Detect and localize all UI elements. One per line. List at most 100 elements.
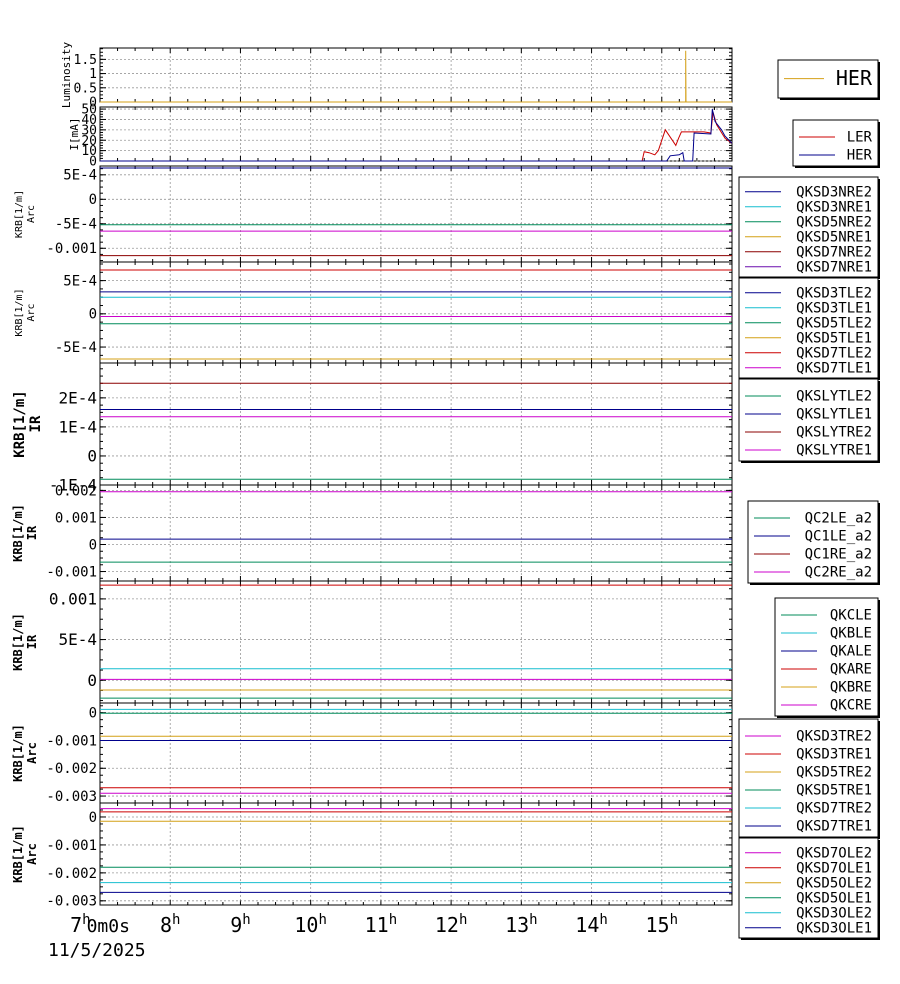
legend-label: QKSD5OLE1 [796,890,872,906]
legend-box [738,378,879,462]
y-tick-label: 0 [89,706,97,722]
legend-label: QKSD7TRE1 [796,819,872,835]
legend-label: QKSD3OLE1 [796,920,872,936]
y-tick-label: -0.002 [46,761,97,777]
y-axis-label: KRB[1/m] [11,825,25,883]
y-tick-label: 0 [89,537,97,553]
y-tick-label: 0 [87,447,97,466]
legend-label: QKSD7TLE1 [796,360,872,376]
y-tick-label: 0 [87,671,97,690]
legend-label: QKSLYTLE2 [796,389,872,405]
legend-label: QKSD3TLE2 [796,285,872,301]
legend-ir2: QC2LE_a2 QC1LE_a2 QC1RE_a2 QC2RE_a2 [747,500,880,585]
legend-label: QKSD5TRE2 [796,765,872,781]
x-axis-date: 11/5/2025 [48,940,146,961]
legend-current: LER HER [792,119,880,168]
y-tick-label: -1E-4 [49,476,97,495]
legend-label: QKSD3NRE2 [796,184,872,200]
y-tick-label: 0 [89,307,97,323]
x-tick-label: 10h [294,912,327,937]
plot-frame [99,261,733,364]
y-tick-label: 0.5 [74,81,97,96]
y-tick-label: 5E-4 [63,274,97,290]
legend-label: QKBLE [830,626,872,642]
x-tick-label: 13h [505,912,538,937]
y-axis-label: KRB[1/m] [11,724,25,782]
legend-label: QKARE [830,662,872,678]
plot-frame [99,47,733,103]
x-tick-label: 9h [230,912,250,937]
legend-label: QC2RE_a2 [805,565,872,581]
legend-label: QKSD3TRE2 [796,729,872,745]
legend-label: HER [847,148,873,164]
y-axis-label: KRB[1/m] [11,613,25,671]
legend-label: HER [836,66,873,90]
y-tick-label: -5E-4 [55,340,97,356]
y-tick-label: 0.001 [49,589,97,608]
panel-arc4: 0 -0.001 -0.002 -0.003 KRB[1/m] Arc [11,802,733,910]
x-tick-label: 14h [575,912,608,937]
y-tick-label: -5E-4 [55,217,97,233]
legend-label: QKSD7OLE1 [796,860,872,876]
plot-frame [99,802,733,906]
y-axis-label: KRB[1/m] [14,190,25,238]
legend-label: QKSD3OLE2 [796,905,872,921]
y-tick-label: -0.003 [46,894,97,910]
y-tick-label: -0.001 [46,564,97,580]
x-tick-label: 12h [435,912,468,937]
y-axis-label: Arc [26,205,37,223]
y-tick-label: 20 [81,134,97,149]
legend-label: QKSD5TRE1 [796,783,872,799]
legend-box [738,718,879,838]
y-axis-label: I[mA] [68,117,81,150]
legend-arc3: QKSD3TRE2 QKSD3TRE1 QKSD5TRE2 QKSD5TRE1 QKSD… [738,718,880,839]
y-axis-label: KRB[1/m] [14,288,25,336]
legend-label: QKSD7NRE2 [796,244,872,260]
legend-label: QKSD5TLE2 [796,315,872,331]
plot-frame [99,484,733,582]
y-axis-label: IR [25,634,39,649]
y-tick-label: -0.002 [46,866,97,882]
y-axis-label: IR [25,525,39,540]
legend-label: LER [847,130,873,146]
y-tick-label: 5E-4 [63,168,97,184]
legend-label: QKSD7NRE1 [796,259,872,275]
y-tick-label: 0.001 [55,510,97,526]
legend-label: QKSD5NRE2 [796,214,872,230]
y-tick-label: -0.001 [46,838,97,854]
panel-ir2: 0.002 0.001 0 -0.001 KRB[1/m] IR [11,483,733,582]
legend-label: QKSD3NRE1 [796,199,872,215]
y-tick-label: -0.001 [46,733,97,749]
legend-label: QKBRE [830,680,872,696]
legend-box [792,119,879,167]
x-tick-label: 11h [365,912,398,937]
y-tick-label: 5E-4 [58,630,97,649]
y-tick-label: -0.003 [46,789,97,805]
x-tick-label: 15h [646,912,679,937]
legend-box [738,176,879,278]
plot-frame [99,165,733,263]
legend-box [738,277,879,379]
legend-arc4: QKSD7OLE2QKSD7OLE1QKSD5OLE2QKSD5OLE1QKSD… [738,837,880,940]
y-axis-label: Arc [26,303,37,321]
legend-box [774,597,879,717]
x-tick-label: 8h [160,912,180,937]
y-tick-label: 30 [81,123,97,138]
legend-label: QKSD3TLE1 [796,300,872,316]
y-tick-label: 1 [89,67,97,82]
y-tick-label: 1E-4 [58,418,97,437]
y-tick-label: 0 [89,810,97,826]
y-axis-label: IR [28,415,44,432]
y-tick-label: 0 [89,155,97,170]
legend-label: QKSD5TLE1 [796,330,872,346]
x-axis: 7h0m0s 8h 9h 10h 11h 12h 13h 14h 15h 11/5/2025 [48,912,678,961]
plot-frame [99,362,733,486]
y-tick-label: -0.001 [46,241,97,257]
legend-label: QKSLYTRE2 [796,425,872,441]
legend-lum: HER [777,59,880,100]
legend-label: QKSLYTLE1 [796,407,872,423]
